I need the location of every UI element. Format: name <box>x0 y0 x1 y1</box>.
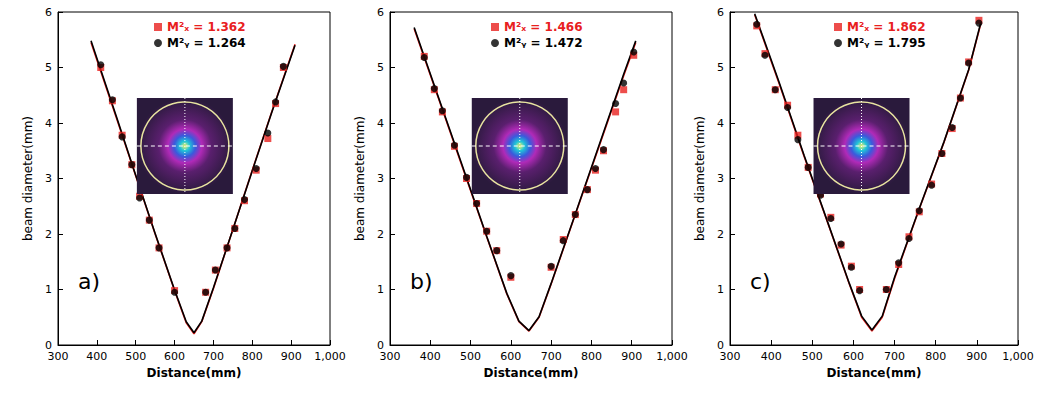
svg-text:M²ₓ = 1.466: M²ₓ = 1.466 <box>504 20 583 34</box>
svg-text:800: 800 <box>581 350 602 363</box>
svg-text:M²ᵧ = 1.795: M²ᵧ = 1.795 <box>847 36 926 50</box>
svg-text:1: 1 <box>717 283 724 296</box>
svg-text:400: 400 <box>761 350 782 363</box>
svg-text:4: 4 <box>45 117 52 130</box>
svg-text:1,000: 1,000 <box>656 350 688 363</box>
svg-text:M²ₓ = 1.862: M²ₓ = 1.862 <box>847 20 926 34</box>
svg-text:400: 400 <box>420 350 441 363</box>
svg-text:500: 500 <box>802 350 823 363</box>
svg-text:1,000: 1,000 <box>314 350 346 363</box>
svg-text:b): b) <box>410 269 433 294</box>
svg-text:6: 6 <box>45 6 52 19</box>
svg-text:3: 3 <box>45 172 52 185</box>
svg-text:Distance(mm): Distance(mm) <box>484 366 579 380</box>
svg-text:beam diameter(mm): beam diameter(mm) <box>693 116 707 241</box>
svg-text:800: 800 <box>925 350 946 363</box>
svg-text:2: 2 <box>717 228 724 241</box>
svg-text:2: 2 <box>45 228 52 241</box>
svg-text:0: 0 <box>45 338 52 352</box>
svg-text:700: 700 <box>203 350 224 363</box>
svg-text:300: 300 <box>380 350 401 363</box>
svg-text:600: 600 <box>164 350 185 363</box>
svg-text:3: 3 <box>717 172 724 185</box>
svg-text:500: 500 <box>125 350 146 363</box>
svg-text:Distance(mm): Distance(mm) <box>827 366 922 380</box>
svg-text:300: 300 <box>720 350 741 363</box>
svg-text:800: 800 <box>242 350 263 363</box>
svg-text:M²ᵧ = 1.264: M²ᵧ = 1.264 <box>167 36 246 50</box>
svg-text:900: 900 <box>281 350 302 363</box>
svg-text:1: 1 <box>45 283 52 296</box>
svg-text:6: 6 <box>377 6 384 19</box>
svg-text:beam diameter(mm): beam diameter(mm) <box>21 116 35 241</box>
svg-text:5: 5 <box>717 61 724 74</box>
svg-text:600: 600 <box>843 350 864 363</box>
svg-text:300: 300 <box>48 350 69 363</box>
svg-text:1,000: 1,000 <box>1002 350 1034 363</box>
svg-text:700: 700 <box>541 350 562 363</box>
svg-text:6: 6 <box>717 6 724 19</box>
svg-text:700: 700 <box>884 350 905 363</box>
svg-text:400: 400 <box>86 350 107 363</box>
svg-text:600: 600 <box>500 350 521 363</box>
svg-text:900: 900 <box>966 350 987 363</box>
svg-text:beam diameter(mm): beam diameter(mm) <box>353 116 367 241</box>
svg-text:900: 900 <box>621 350 642 363</box>
svg-text:5: 5 <box>45 61 52 74</box>
svg-text:M²ₓ = 1.362: M²ₓ = 1.362 <box>167 20 246 34</box>
svg-text:4: 4 <box>717 117 724 130</box>
svg-text:Distance(mm): Distance(mm) <box>147 366 242 380</box>
svg-text:4: 4 <box>377 117 384 130</box>
svg-text:3: 3 <box>377 172 384 185</box>
svg-text:2: 2 <box>377 228 384 241</box>
svg-text:5: 5 <box>377 61 384 74</box>
svg-text:a): a) <box>78 269 100 294</box>
svg-text:0: 0 <box>377 338 384 352</box>
svg-text:c): c) <box>750 269 771 294</box>
svg-text:0: 0 <box>717 338 724 352</box>
svg-text:M²ᵧ = 1.472: M²ᵧ = 1.472 <box>504 36 583 50</box>
svg-text:500: 500 <box>460 350 481 363</box>
svg-text:1: 1 <box>377 283 384 296</box>
